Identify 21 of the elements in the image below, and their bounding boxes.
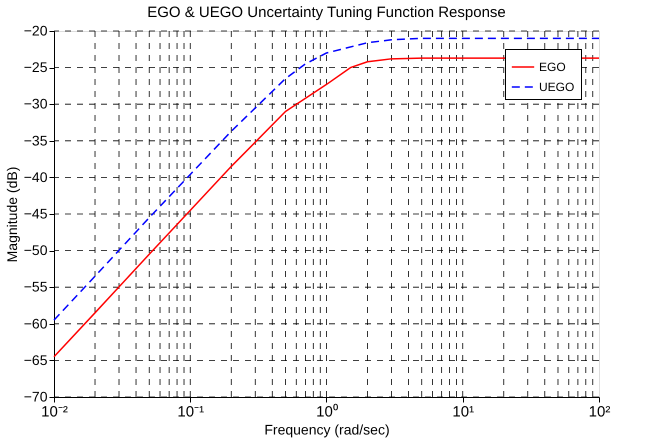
y-tick-label: −65 (24, 352, 48, 368)
x-tick-label: 10⁻¹ (177, 404, 204, 420)
chart-title: EGO & UEGO Uncertainty Tuning Function Response (147, 4, 506, 21)
y-tick-label: −50 (24, 242, 48, 258)
x-tick-label: 10⁻² (41, 404, 68, 420)
legend-label: EGO (539, 60, 566, 74)
y-tick-label: −20 (24, 22, 48, 38)
y-tick-label: −35 (24, 132, 48, 148)
y-tick-label: −30 (24, 96, 48, 112)
y-tick-label: −60 (24, 315, 48, 332)
x-tick-label: 10⁰ (316, 404, 338, 420)
x-tick-label: 10¹ (452, 404, 474, 420)
x-axis-title: Frequency (rad/sec) (264, 422, 390, 438)
y-tick-label: −70 (24, 388, 48, 404)
legend-label: UEGO (539, 80, 574, 94)
y-tick-label: −45 (24, 206, 48, 222)
x-tick-label: 10² (588, 404, 610, 420)
y-tick-label: −25 (24, 59, 48, 76)
y-tick-label: −40 (24, 168, 48, 185)
y-axis-title: Magnitude (dB) (4, 166, 20, 262)
y-tick-label: −55 (24, 278, 48, 295)
